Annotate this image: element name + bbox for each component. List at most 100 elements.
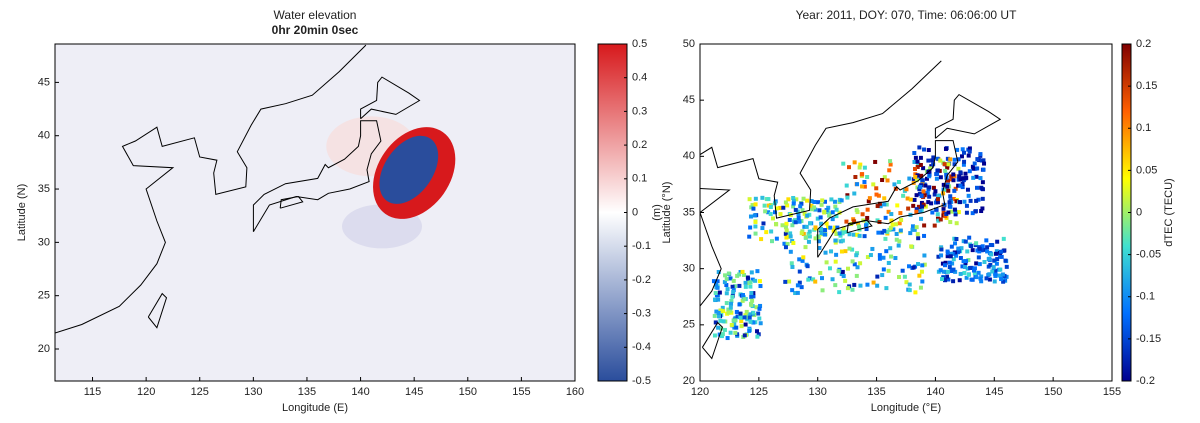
tec-pixel xyxy=(947,265,952,270)
tec-pixel xyxy=(974,198,979,203)
tec-pixel xyxy=(985,245,990,250)
tec-pixel xyxy=(818,270,823,275)
tec-pixel xyxy=(935,200,940,205)
tec-pixel xyxy=(738,311,743,316)
tec-pixel xyxy=(886,260,891,265)
tec-pixel xyxy=(793,207,798,212)
tec-pixel xyxy=(994,261,999,266)
colorbar-tick-label: -0.05 xyxy=(1136,249,1161,261)
tec-pixel xyxy=(835,225,840,230)
tec-pixel xyxy=(979,209,984,214)
colorbar-tick-label: 0.5 xyxy=(632,38,647,50)
coastline xyxy=(817,140,959,258)
tec-pixel xyxy=(855,251,860,256)
tec-pixel xyxy=(838,233,843,238)
tec-pixel xyxy=(799,285,804,290)
tec-pixel xyxy=(959,246,964,251)
tec-pixel xyxy=(818,215,823,220)
tec-pixel xyxy=(908,197,913,202)
tec-pixel xyxy=(993,268,998,273)
tec-pixel xyxy=(749,291,754,296)
tec-pixel xyxy=(978,176,983,181)
tec-pixel xyxy=(862,165,867,170)
tec-pixel xyxy=(965,187,970,192)
tec-pixel xyxy=(845,193,850,198)
tec-pixel xyxy=(864,227,869,232)
tec-pixel xyxy=(935,212,940,217)
tec-pixel xyxy=(917,191,922,196)
tec-pixel xyxy=(743,322,748,327)
tec-pixel xyxy=(934,207,939,212)
tec-pixel xyxy=(952,162,957,167)
tec-pixel xyxy=(826,205,831,210)
tec-pixel xyxy=(958,170,963,175)
tec-pixel xyxy=(933,189,938,194)
tec-pixel xyxy=(797,280,802,285)
tec-pixel xyxy=(943,260,948,265)
tec-pixel xyxy=(946,277,951,282)
tec-pixel xyxy=(976,255,981,260)
tec-pixel xyxy=(833,259,838,264)
tec-pixel xyxy=(724,301,729,306)
tec-pixel xyxy=(922,147,927,152)
tec-pixel xyxy=(966,258,971,263)
x-tick-label: 115 xyxy=(84,386,102,398)
tec-pixel xyxy=(813,236,818,241)
tec-pixel xyxy=(856,224,861,229)
tec-pixel xyxy=(760,226,765,231)
tec-pixel xyxy=(912,227,917,232)
tec-pixel xyxy=(860,212,865,217)
tec-pixel xyxy=(777,205,782,210)
tec-pixel xyxy=(877,256,882,261)
y-tick-label: 50 xyxy=(683,38,695,50)
tec-pixel xyxy=(793,291,798,296)
coastline xyxy=(701,321,723,360)
tec-pixel xyxy=(744,309,749,314)
tec-pixel xyxy=(945,249,950,254)
plot-background xyxy=(55,44,575,381)
tec-pixel xyxy=(783,245,788,250)
tec-pixel xyxy=(830,277,835,282)
tec-pixel xyxy=(910,224,915,229)
tec-pixel xyxy=(972,161,977,166)
tec-pixel xyxy=(751,310,756,315)
tec-pixel xyxy=(755,334,760,339)
tec-pixel xyxy=(953,212,958,217)
tec-pixel xyxy=(747,328,752,333)
tec-pixel xyxy=(858,162,863,167)
tec-pixel xyxy=(986,257,991,262)
colorbar-tick-label: 0 xyxy=(1136,206,1142,218)
tec-pixel xyxy=(854,273,859,278)
y-tick-label: 25 xyxy=(683,319,695,331)
tec-pixel xyxy=(962,150,967,155)
tec-pixel xyxy=(802,211,807,216)
tec-pixel xyxy=(877,201,882,206)
tec-pixel xyxy=(786,197,791,202)
tec-pixel xyxy=(788,234,793,239)
tec-pixel xyxy=(952,236,957,241)
tec-pixel xyxy=(766,210,771,215)
tec-pixel xyxy=(834,214,839,219)
tec-pixel xyxy=(938,158,943,163)
tec-pixel xyxy=(782,241,787,246)
colorbar-tick-label: -0.4 xyxy=(632,341,651,353)
tec-pixel xyxy=(807,234,812,239)
tec-pixel xyxy=(881,267,886,272)
tec-pixel xyxy=(976,197,981,202)
tec-pixel xyxy=(768,204,773,209)
tec-pixel xyxy=(833,204,838,209)
tec-pixel xyxy=(906,206,911,211)
colorbar-tick-label: 0.4 xyxy=(632,72,647,84)
tec-pixel xyxy=(913,155,918,160)
tec-pixel xyxy=(737,283,742,288)
tec-pixel xyxy=(882,202,887,207)
tec-pixel xyxy=(831,228,836,233)
colorbar-tick-label: -0.5 xyxy=(632,375,651,387)
tec-pixel xyxy=(918,285,923,290)
tec-pixel xyxy=(770,216,775,221)
tec-pixel xyxy=(946,188,951,193)
tec-pixel xyxy=(726,271,731,276)
tec-pixel xyxy=(883,236,888,241)
tec-pixel xyxy=(974,261,979,266)
tec-pixel xyxy=(749,301,754,306)
